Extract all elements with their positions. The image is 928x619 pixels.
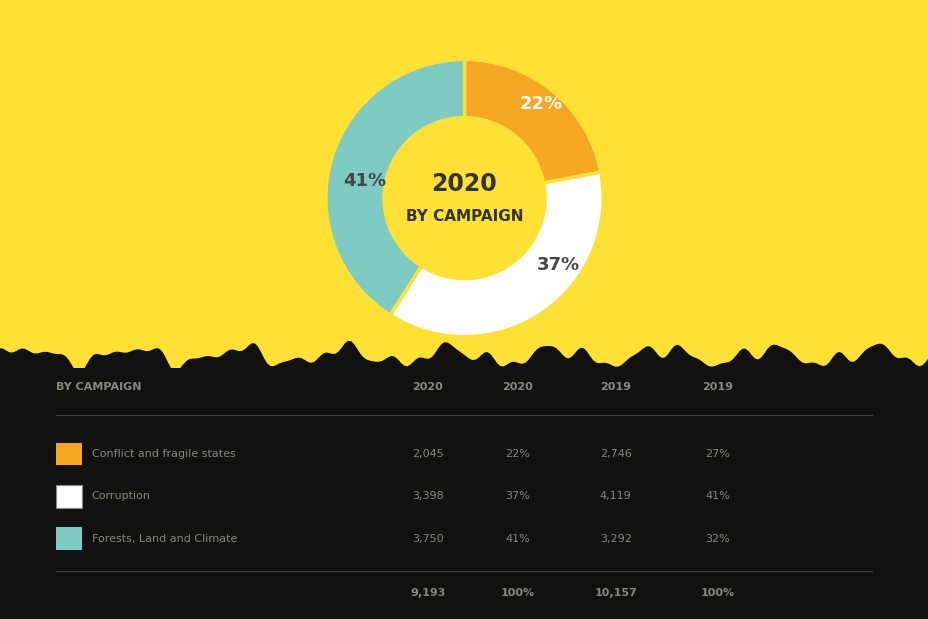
Text: BY CAMPAIGN: BY CAMPAIGN [406, 209, 522, 223]
Text: 2020: 2020 [432, 172, 496, 196]
Text: Forests, Land and Climate: Forests, Land and Climate [92, 534, 237, 543]
Text: 3,398: 3,398 [411, 491, 443, 501]
Text: 41%: 41% [505, 534, 530, 543]
Text: 100%: 100% [500, 588, 535, 598]
Text: 41%: 41% [342, 173, 386, 191]
Text: 3,750: 3,750 [411, 534, 443, 543]
Text: Corruption: Corruption [92, 491, 150, 501]
Text: 3,292: 3,292 [599, 534, 631, 543]
Text: 2,045: 2,045 [411, 449, 443, 459]
Text: 10,157: 10,157 [594, 588, 637, 598]
FancyBboxPatch shape [56, 443, 82, 465]
Text: 32%: 32% [704, 534, 729, 543]
Text: 4,119: 4,119 [599, 491, 631, 501]
Text: 41%: 41% [704, 491, 729, 501]
Wedge shape [390, 172, 602, 337]
Wedge shape [464, 59, 600, 183]
Text: 9,193: 9,193 [409, 588, 445, 598]
Text: 37%: 37% [536, 256, 580, 274]
Text: 2020: 2020 [502, 383, 533, 392]
Polygon shape [0, 368, 928, 619]
Text: 22%: 22% [519, 95, 561, 113]
Text: 2019: 2019 [599, 383, 630, 392]
FancyBboxPatch shape [56, 485, 82, 508]
Text: 27%: 27% [704, 449, 729, 459]
Text: 2020: 2020 [412, 383, 443, 392]
Wedge shape [326, 59, 464, 315]
Text: 37%: 37% [505, 491, 530, 501]
Text: Conflict and fragile states: Conflict and fragile states [92, 449, 235, 459]
Text: 2019: 2019 [702, 383, 732, 392]
Text: 2,746: 2,746 [599, 449, 631, 459]
Polygon shape [0, 341, 928, 619]
FancyBboxPatch shape [56, 527, 82, 550]
Text: 22%: 22% [505, 449, 530, 459]
Text: BY CAMPAIGN: BY CAMPAIGN [56, 383, 141, 392]
Text: 100%: 100% [700, 588, 734, 598]
